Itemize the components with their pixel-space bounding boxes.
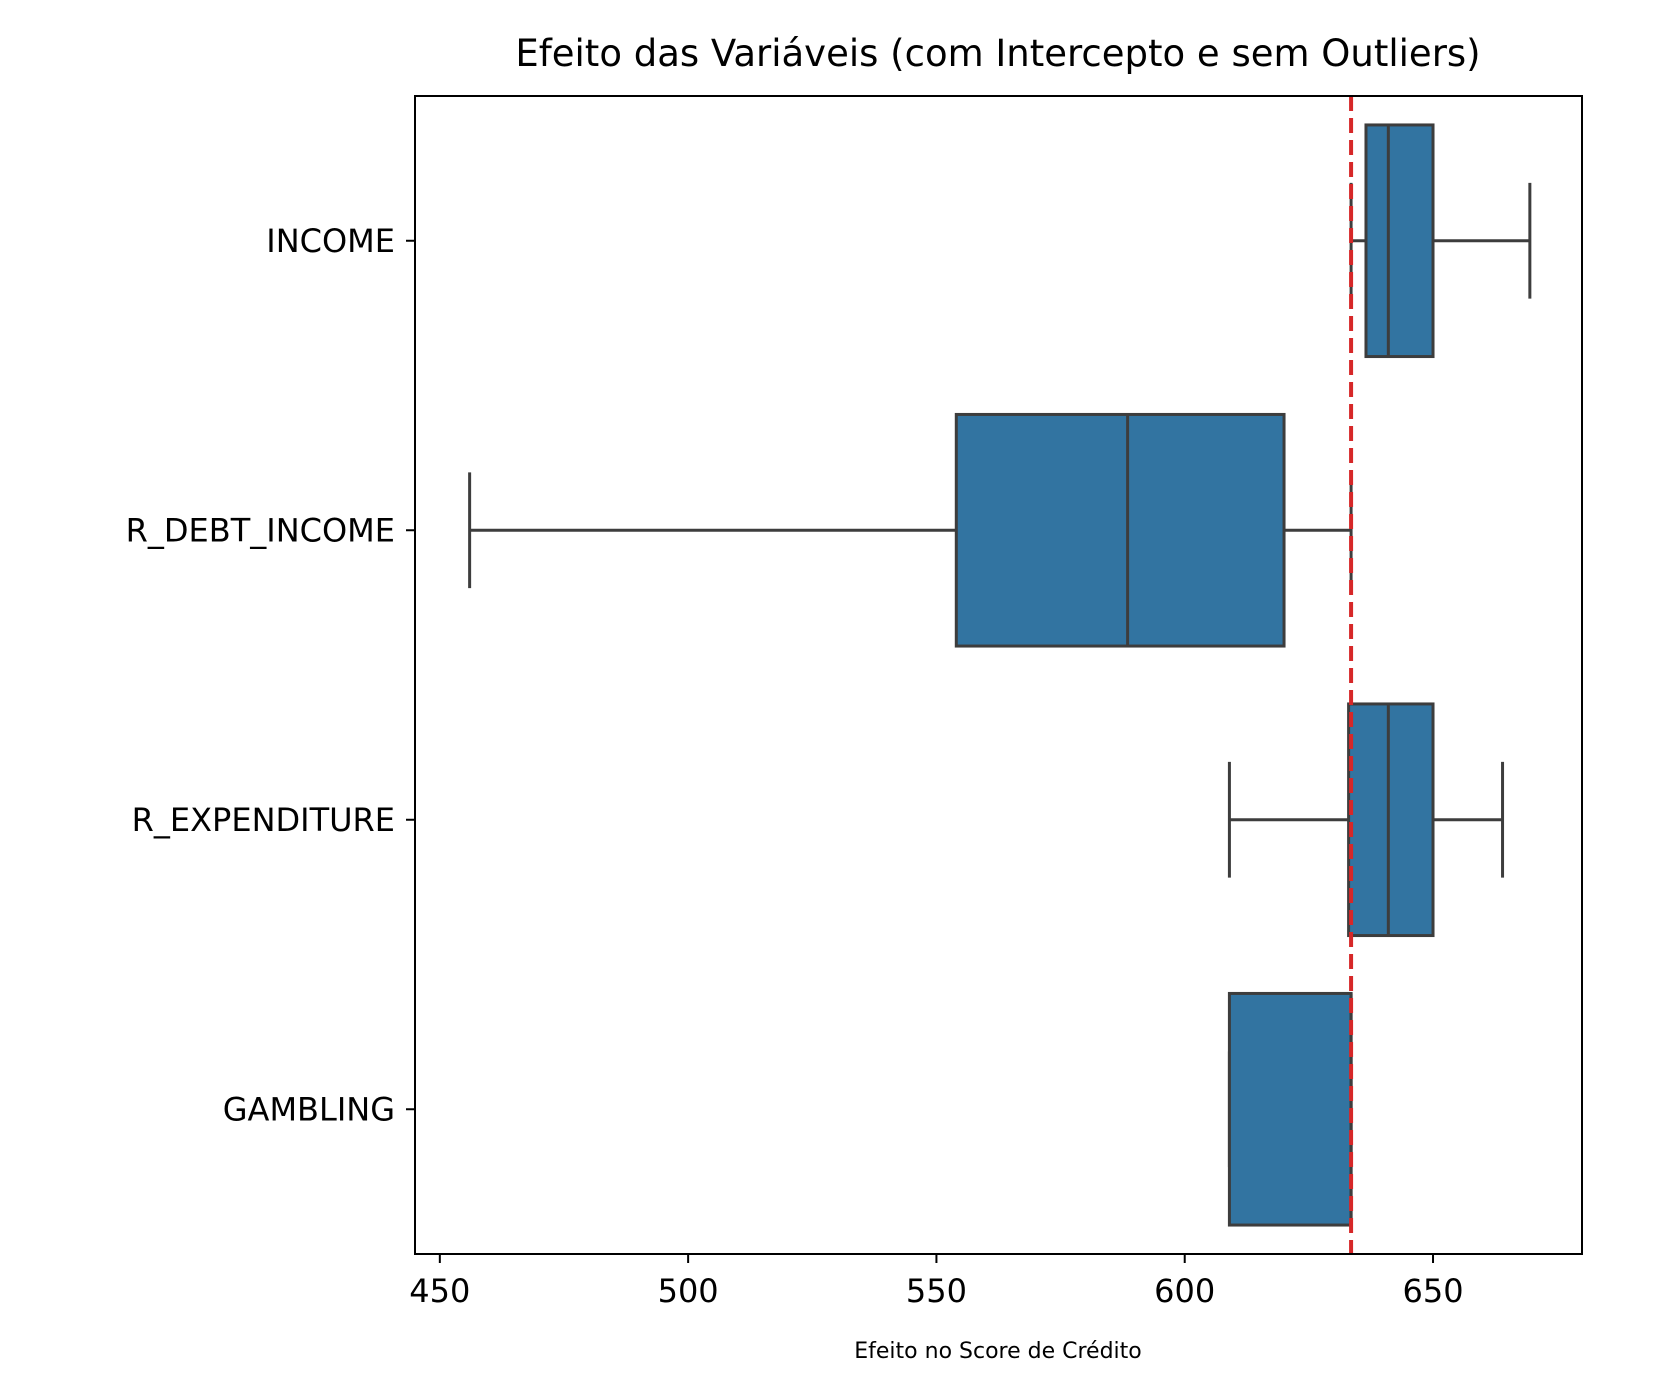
box-income	[1349, 123, 1532, 359]
category-label: GAMBLING	[223, 1090, 395, 1128]
category-label: R_EXPENDITURE	[132, 801, 395, 839]
category-label: INCOME	[266, 222, 395, 260]
box-r-debt-income	[468, 412, 1353, 648]
box-gambling	[1227, 991, 1353, 1227]
x-tick-label: 650	[1402, 1272, 1463, 1310]
x-axis: 450 500 550 600 650	[409, 1254, 1464, 1310]
iqr-box	[1364, 123, 1435, 359]
x-tick-label: 450	[409, 1272, 470, 1310]
y-axis: INCOME R_DEBT_INCOME R_EXPENDITURE GAMBLING	[126, 222, 415, 1128]
category-label: R_DEBT_INCOME	[126, 511, 395, 549]
box-r-expenditure	[1227, 702, 1505, 938]
x-axis-label: Efeito no Score de Crédito	[854, 1339, 1142, 1364]
plot-area	[468, 96, 1532, 1254]
iqr-box	[1347, 702, 1435, 938]
x-tick-label: 550	[906, 1272, 967, 1310]
x-tick-label: 500	[658, 1272, 719, 1310]
axes-frame	[414, 95, 1583, 1255]
iqr-box	[954, 412, 1286, 648]
iqr-box	[1227, 991, 1353, 1227]
x-tick-label: 600	[1154, 1272, 1215, 1310]
chart-title: Efeito das Variáveis (com Intercepto e s…	[515, 32, 1480, 75]
